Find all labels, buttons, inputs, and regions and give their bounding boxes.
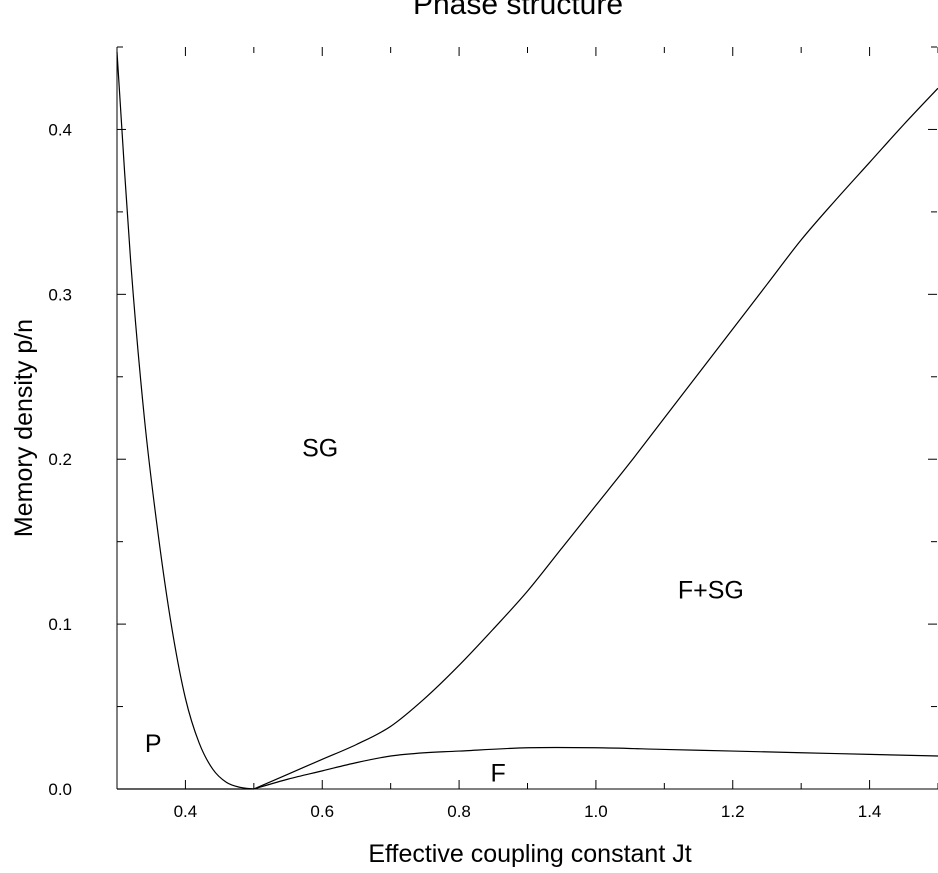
region-label: SG: [302, 435, 338, 463]
y-tick-label: 0.1: [48, 615, 72, 634]
phase-boundary-curve-2: [253, 87, 938, 790]
x-tick-label: 1.2: [721, 802, 745, 821]
x-tick-label: 0.8: [447, 802, 471, 821]
x-tick-label: 1.0: [584, 802, 608, 821]
chart-title: Phase structure: [413, 0, 623, 21]
y-axis-title: Memory density p/n: [10, 319, 38, 537]
curves-layer: [116, 51, 938, 790]
y-tick-label: 0.0: [48, 780, 72, 799]
phase-boundary-curve-1: [116, 51, 254, 790]
y-tick-label: 0.3: [48, 285, 72, 304]
y-tick-label: 0.4: [48, 120, 72, 139]
phase-boundary-curve-3: [253, 746, 938, 790]
region-labels: SG F+SG P F: [145, 435, 744, 788]
x-tick-label: 0.6: [310, 802, 334, 821]
x-tick-label: 1.4: [858, 802, 882, 821]
region-label: P: [145, 730, 162, 758]
region-label: F: [490, 760, 505, 788]
x-tick-label: 0.4: [174, 802, 198, 821]
y-tick-label: 0.2: [48, 450, 72, 469]
plot-axes: 0.4 0.6 0.8 1.0 1.2 1.4 0.0 0.1 0.2 0.3 0.4: [48, 46, 938, 821]
region-label: F+SG: [678, 576, 744, 604]
x-axis-title: Effective coupling constant Jt: [368, 840, 691, 868]
